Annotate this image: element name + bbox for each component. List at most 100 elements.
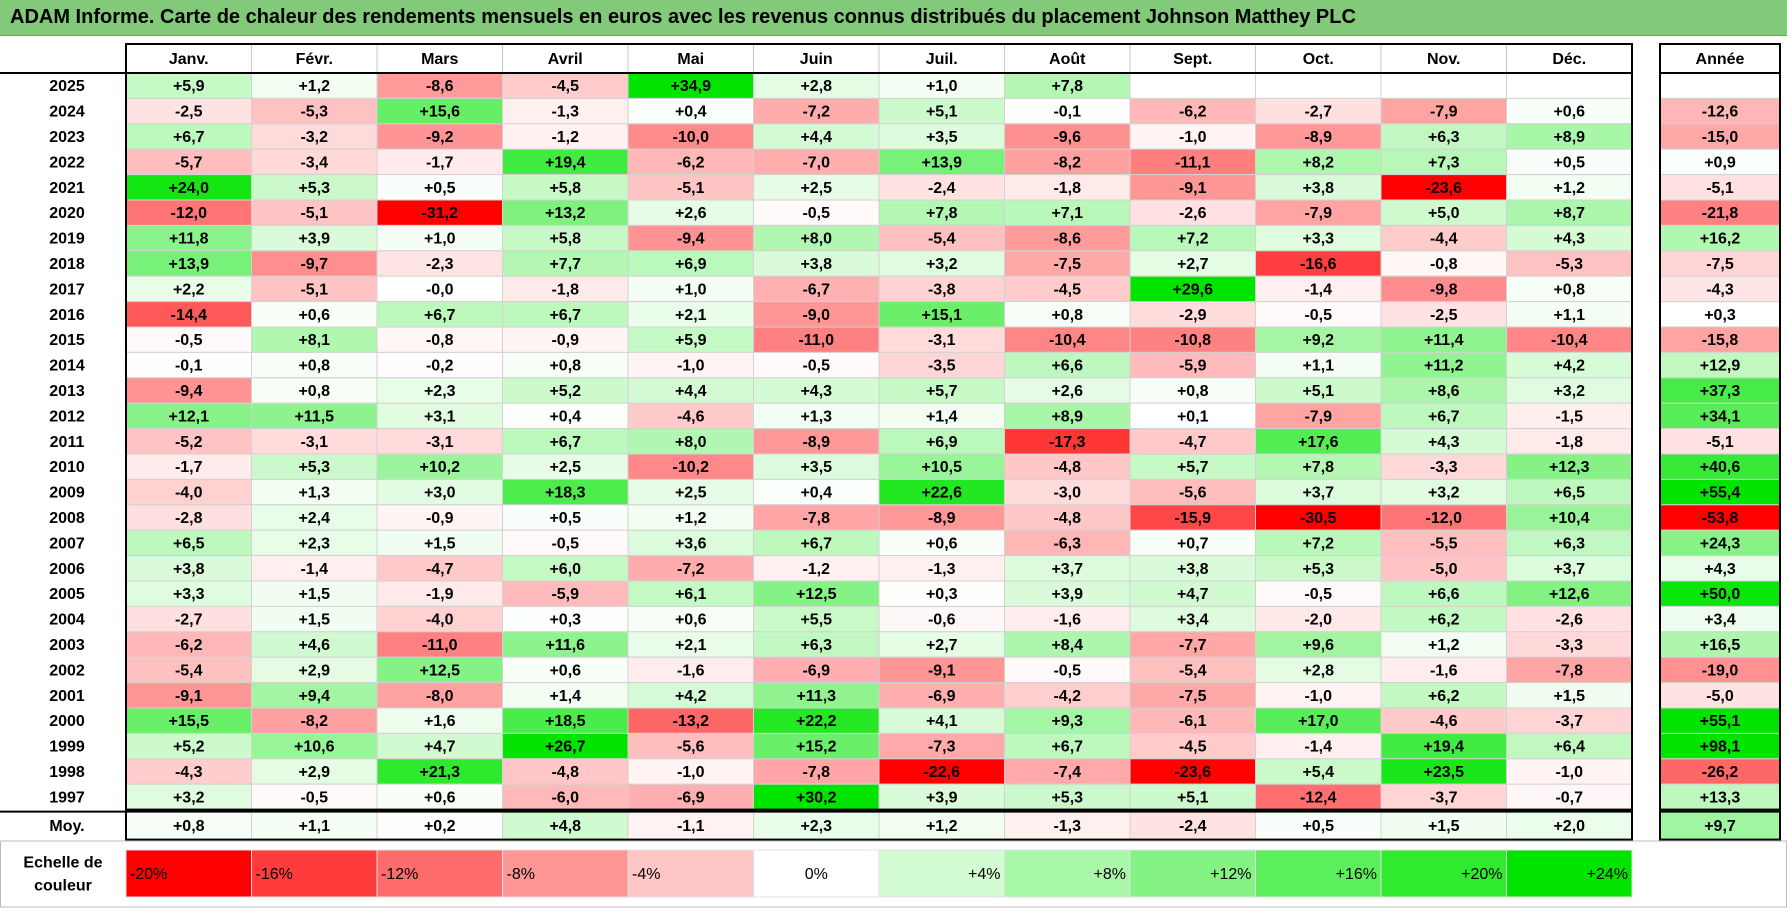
heat-cell-value: +4,6 [298, 637, 330, 654]
heat-cell-value: -0,5 [802, 205, 830, 222]
heat-cell-value: -8,6 [1053, 231, 1081, 248]
heat-cell-value: +3,4 [1177, 612, 1209, 629]
scale-title-line1: Echelle de [23, 855, 102, 872]
heat-cell-value: -9,1 [928, 662, 956, 679]
heat-cell-value: +3,9 [298, 231, 330, 248]
heat-cell-value: -7,3 [928, 739, 956, 756]
heat-cell-value: +2,5 [549, 459, 581, 476]
heat-cell-value: +2,9 [298, 662, 330, 679]
heat-cell-value: -9,0 [802, 307, 830, 324]
heat-cell-value: +5,3 [298, 180, 330, 197]
scale-swatch [502, 849, 629, 898]
heat-cell [251, 402, 378, 430]
average-cell-value: +0,5 [1302, 818, 1334, 835]
annual-cell [1659, 453, 1781, 480]
heat-cell [1506, 301, 1633, 328]
heat-cell-value: +2,3 [298, 535, 330, 552]
heat-cell-value: -3,1 [928, 332, 956, 349]
heat-cell [251, 351, 378, 379]
heat-cell [125, 123, 252, 150]
heat-cell-value: -4,2 [1053, 688, 1081, 705]
heat-cell [753, 580, 880, 607]
heat-cell-value: -7,5 [1053, 256, 1081, 273]
heat-cell-value: -1,6 [1053, 612, 1081, 629]
heat-cell-value: -3,0 [1053, 485, 1081, 502]
month-header-cell [878, 43, 1005, 74]
heat-cell-value: -7,2 [677, 561, 705, 578]
annual-cell-value: +24,3 [1700, 535, 1741, 552]
heat-cell [1506, 250, 1633, 277]
heat-cell-value: +11,8 [169, 231, 209, 248]
heat-cell [878, 199, 1005, 226]
heat-cell [1255, 707, 1382, 734]
heat-cell-value: +0,7 [1177, 535, 1209, 552]
heat-cell [1255, 301, 1382, 328]
heat-cell-value: -0,7 [1555, 789, 1583, 806]
heat-cell-value: -8,2 [1053, 154, 1081, 171]
heat-cell [502, 351, 629, 379]
heat-cell [753, 351, 880, 379]
annual-cell [1659, 224, 1781, 252]
heat-cell-value: -4,7 [1179, 434, 1207, 451]
annual-cell-value: -12,6 [1702, 104, 1739, 121]
heat-cell [502, 250, 629, 277]
heat-cell [1129, 732, 1256, 760]
heat-cell-value: +6,0 [549, 561, 581, 578]
heat-cell-value: -1,0 [1304, 688, 1332, 705]
heat-cell [376, 631, 503, 658]
heat-cell-value: +24,0 [169, 180, 210, 197]
heat-cell-value: +0,8 [549, 358, 581, 375]
heat-cell-value: -4,5 [551, 78, 579, 95]
heat-cell-value: +8,4 [1051, 637, 1083, 654]
year-label: 2013 [49, 383, 85, 400]
heat-cell-value: +0,3 [549, 612, 581, 629]
heat-cell-value: +0,3 [926, 586, 958, 603]
heat-cell-value: -0,5 [300, 789, 328, 806]
heat-cell-value: +6,9 [926, 434, 958, 451]
heat-cell-value: +9,3 [1051, 713, 1083, 730]
heat-cell-value: +2,1 [675, 307, 707, 324]
heat-cell-value: +8,9 [1051, 408, 1083, 425]
heat-cell-value: -7,4 [1053, 764, 1081, 781]
heat-cell-value: +4,4 [800, 129, 832, 146]
heat-cell-value: +12,6 [1549, 586, 1590, 603]
heat-cell [251, 148, 378, 176]
heat-cell-value: -8,0 [426, 688, 454, 705]
heat-cell-value: -5,3 [300, 104, 328, 121]
heat-cell [627, 504, 754, 531]
heat-cell-value: -11,0 [798, 332, 834, 349]
heat-cell-value: +0,5 [549, 510, 581, 527]
heat-cell-value: -7,2 [802, 104, 830, 121]
heat-cell-value: +6,7 [549, 307, 581, 324]
heat-cell-value: -5,6 [677, 739, 705, 756]
annual-cell-value: +0,9 [1704, 154, 1736, 171]
heat-cell-value: +3,9 [926, 789, 958, 806]
heat-cell-value: +0,6 [424, 789, 456, 806]
heat-cell-value: -9,6 [1053, 129, 1081, 146]
heat-cell-value: -1,9 [426, 586, 454, 603]
heat-cell-value: -4,5 [1053, 281, 1081, 298]
heat-cell-value: +8,2 [1302, 154, 1334, 171]
heat-cell [878, 682, 1005, 709]
heat-cell [1380, 123, 1507, 150]
heat-cell [125, 377, 252, 404]
heat-cell-value: -11,0 [422, 637, 458, 654]
average-cell [878, 811, 1005, 841]
heat-cell [125, 605, 252, 633]
heat-cell-value: -17,3 [1049, 434, 1086, 451]
heat-cell-value: +15,2 [796, 739, 837, 756]
heat-cell-value: +6,3 [1553, 535, 1585, 552]
heat-cell [1129, 529, 1256, 557]
heat-cell-value: +7,3 [1428, 154, 1460, 171]
heat-cell [502, 529, 629, 557]
heat-cell-value: +1,0 [424, 231, 456, 248]
heat-cell-value: +19,4 [545, 154, 586, 171]
month-header-label: Févr. [296, 51, 333, 68]
heat-cell-value: +4,1 [926, 713, 958, 730]
heat-cell [376, 478, 503, 506]
heat-cell-value: +3,2 [926, 256, 958, 273]
heat-cell-value: +3,7 [1302, 485, 1334, 502]
heat-cell-value: +8,6 [1428, 383, 1460, 400]
heat-cell-value: -8,9 [1304, 129, 1332, 146]
heat-cell-value: +5,3 [1051, 789, 1083, 806]
